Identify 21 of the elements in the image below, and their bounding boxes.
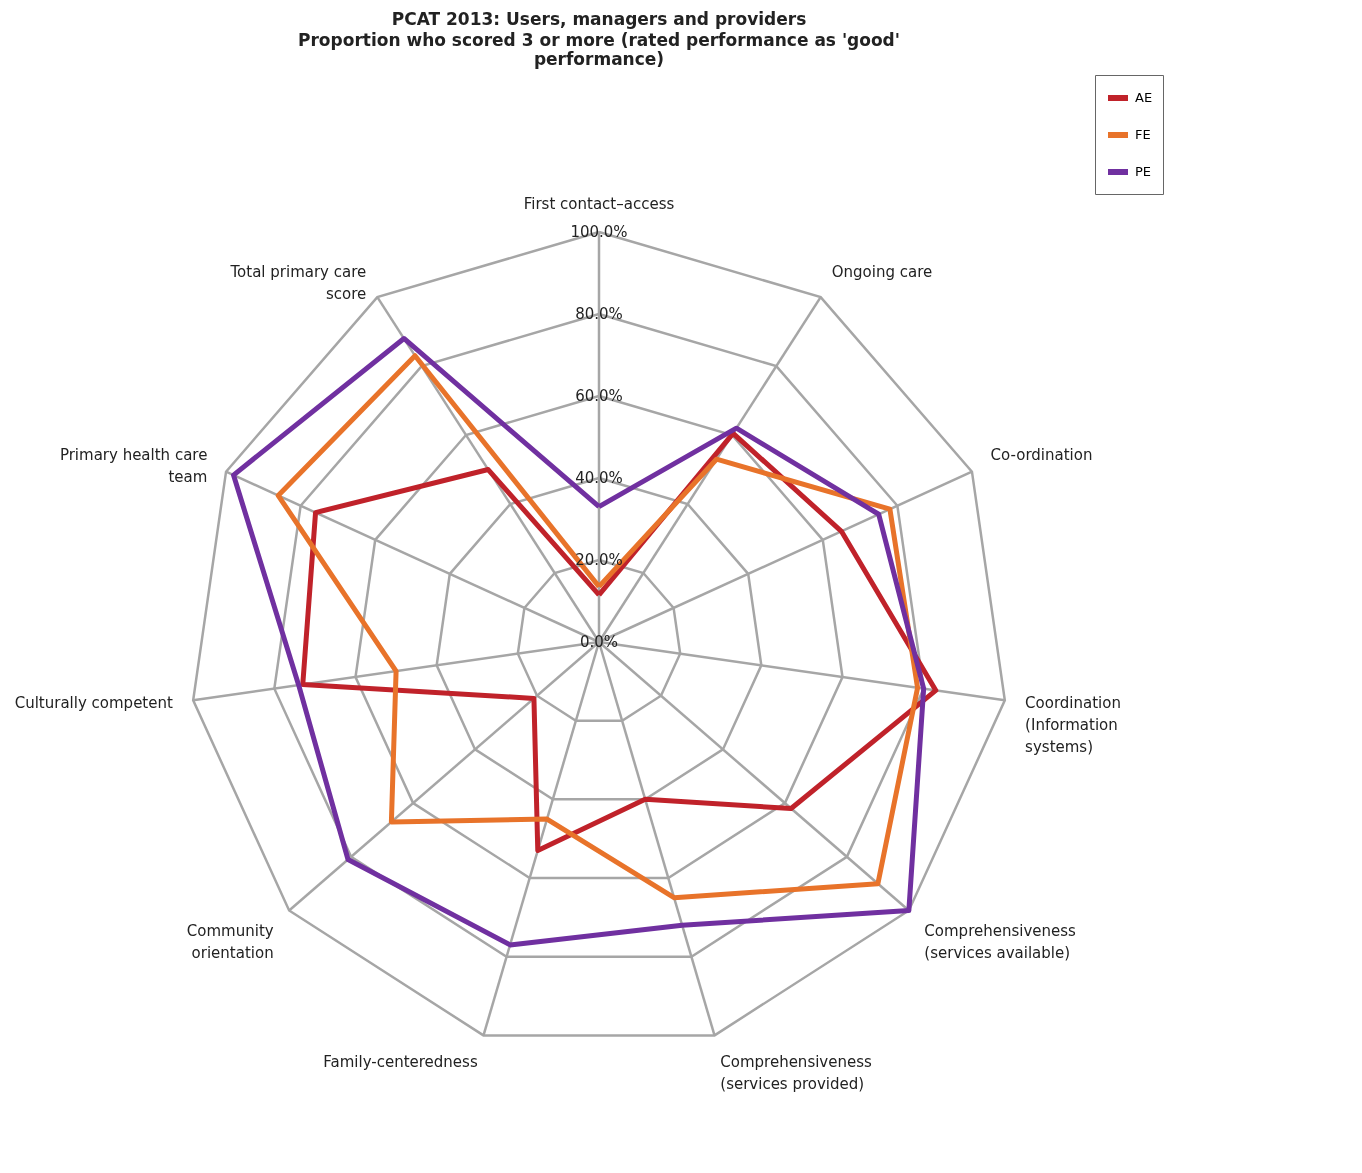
spoke-label: Community orientation [186,921,274,962]
chart-subtitle: Proportion who scored 3 or more (rated performance as 'good' performance) [298,29,900,69]
spoke-label: Co-ordination [990,446,1093,465]
y-tick-label: 0.0% [579,633,619,651]
spoke-label: Primary health care team [59,446,208,487]
legend-label: AE [1135,90,1153,105]
spoke-label: Coordination (Information systems) [1025,694,1121,757]
spoke-label: Comprehensiveness (services available) [924,921,1077,962]
spoke-label: Total primary care score [229,262,367,303]
y-tick-label: 60.0% [575,387,623,405]
spoke-label: Ongoing care [831,262,933,281]
legend-label: PE [1135,164,1152,179]
chart-title: PCAT 2013: Users, managers and providers [391,8,807,29]
spoke-label: Comprehensiveness (services provided) [720,1053,873,1094]
legend-label: FE [1135,127,1151,142]
spoke-label: Culturally competent [14,694,173,713]
y-tick-label: 100.0% [570,223,628,241]
y-tick-label: 40.0% [575,469,623,487]
spoke-label: Family-centeredness [323,1053,478,1072]
spoke-label: First contact–access [523,194,675,213]
y-tick-label: 80.0% [575,305,623,323]
